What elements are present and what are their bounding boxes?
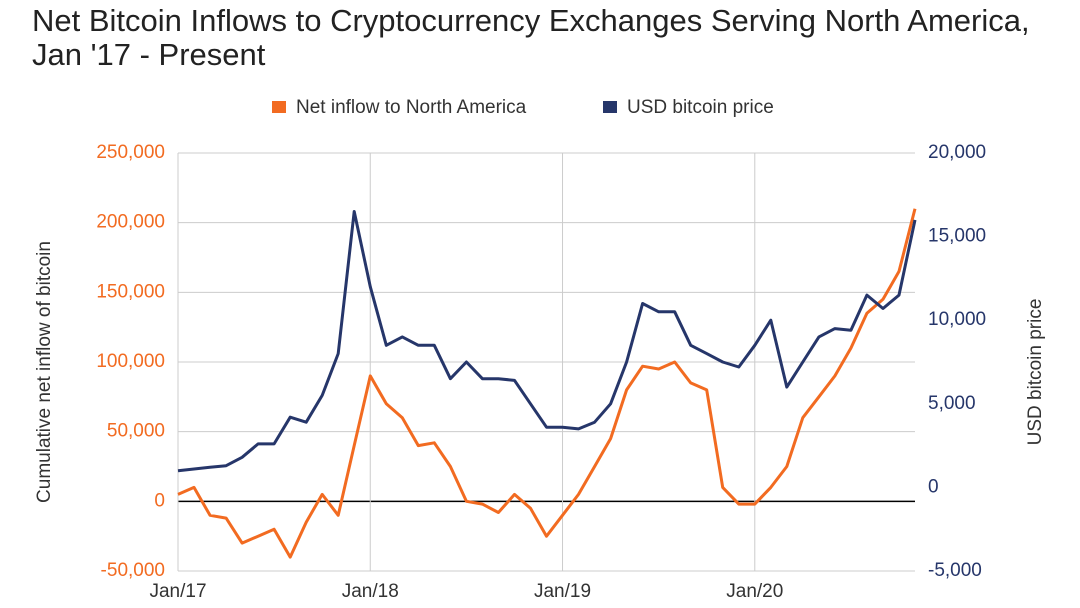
x-tick-label: Jan/18 xyxy=(342,581,399,602)
y-tick-label: 250,000 xyxy=(96,142,165,163)
legend-label: Net inflow to North America xyxy=(296,97,527,118)
y-tick-label: 100,000 xyxy=(96,351,165,372)
y-axis-title: Cumulative net inflow of bitcoin xyxy=(34,241,55,503)
y2-tick-label: 0 xyxy=(928,476,939,497)
series-line xyxy=(177,208,917,559)
chart-title: Net Bitcoin Inflows to Cryptocurrency Ex… xyxy=(32,3,1030,72)
y2-tick-label: 10,000 xyxy=(928,309,986,330)
y2-axis-title: USD bitcoin price xyxy=(1025,299,1046,446)
y-tick-label: -50,000 xyxy=(101,560,165,581)
y-tick-label: 50,000 xyxy=(107,421,165,442)
y-tick-label: 150,000 xyxy=(96,281,165,302)
x-tick-label: Jan/20 xyxy=(726,581,783,602)
legend-swatch xyxy=(603,101,617,113)
y2-tick-label: 15,000 xyxy=(928,226,986,247)
y-tick-label: 0 xyxy=(154,490,165,511)
y2-tick-label: -5,000 xyxy=(928,560,982,581)
x-tick-label: Jan/19 xyxy=(534,581,591,602)
series-line xyxy=(177,210,917,473)
y2-tick-label: 20,000 xyxy=(928,142,986,163)
x-tick-label: Jan/17 xyxy=(149,581,206,602)
y2-tick-label: 5,000 xyxy=(928,393,976,414)
y-tick-label: 200,000 xyxy=(96,212,165,233)
legend-label: USD bitcoin price xyxy=(627,97,774,118)
legend-swatch xyxy=(272,101,286,113)
